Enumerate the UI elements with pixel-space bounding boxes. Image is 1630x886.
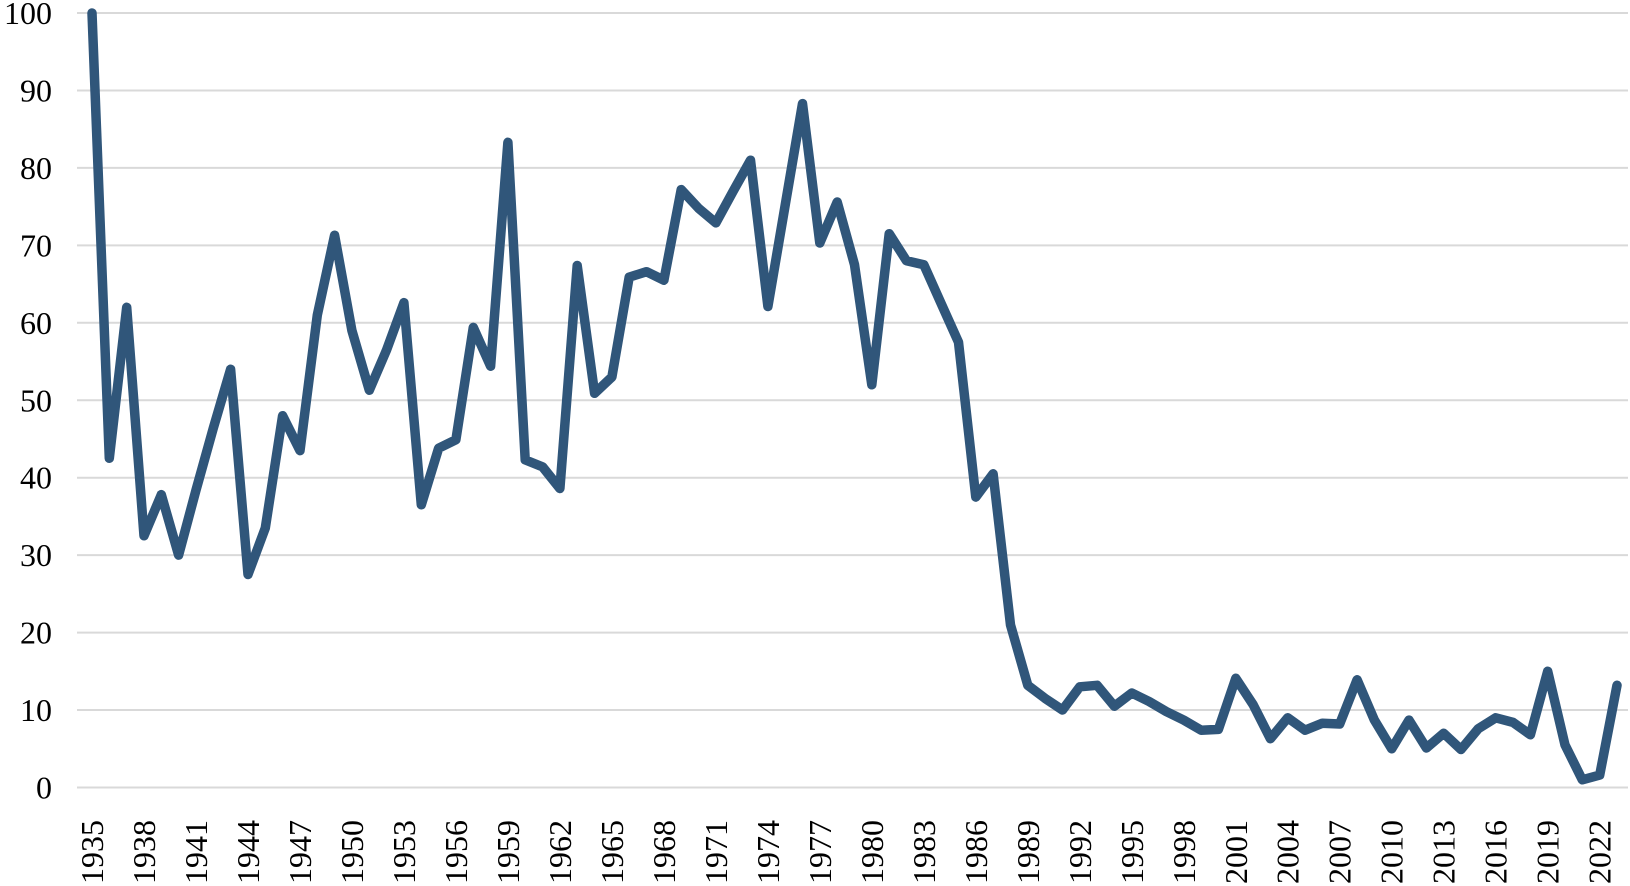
y-tick-label: 20 [20, 615, 52, 651]
x-tick-label: 2022 [1582, 820, 1618, 884]
y-tick-label: 50 [20, 382, 52, 418]
x-tick-label: 1953 [386, 820, 422, 884]
x-tick-label: 2019 [1530, 820, 1566, 884]
x-tick-label: 1962 [542, 820, 578, 884]
x-tick-label: 1938 [126, 820, 162, 884]
series-line [87, 8, 1622, 785]
x-tick-label: 1989 [1010, 820, 1046, 884]
y-tick-label: 40 [20, 460, 52, 496]
x-tick-label: 2016 [1478, 820, 1514, 884]
x-tick-label: 1998 [1166, 820, 1202, 884]
y-tick-label: 10 [20, 692, 52, 728]
y-axis-labels: 0 10 20 30 40 50 60 70 80 90 100 [4, 0, 52, 806]
x-tick-label: 2001 [1218, 820, 1254, 884]
x-tick-label: 1974 [750, 820, 786, 884]
x-tick-label: 1983 [906, 820, 942, 884]
y-tick-label: 60 [20, 305, 52, 341]
x-axis-labels: 1935 1938 1941 1944 1947 1950 1953 1956 1959 1962… [74, 820, 1618, 884]
x-tick-label: 2013 [1426, 820, 1462, 884]
x-tick-label: 1950 [334, 820, 370, 884]
x-tick-label: 2007 [1322, 820, 1358, 884]
x-tick-label: 1941 [178, 820, 214, 884]
x-tick-label: 1959 [490, 820, 526, 884]
x-tick-label: 1992 [1062, 820, 1098, 884]
x-tick-label: 1956 [438, 820, 474, 884]
x-tick-label: 1977 [802, 820, 838, 884]
x-tick-label: 1995 [1114, 820, 1150, 884]
x-tick-label: 2004 [1270, 820, 1306, 884]
y-tick-label: 30 [20, 537, 52, 573]
gridlines [77, 12, 1628, 789]
y-tick-label: 80 [20, 150, 52, 186]
x-tick-label: 1944 [230, 820, 266, 884]
x-tick-label: 2010 [1374, 820, 1410, 884]
y-tick-label: 70 [20, 227, 52, 263]
x-tick-label: 1965 [594, 820, 630, 884]
x-tick-label: 1986 [958, 820, 994, 884]
x-tick-label: 1971 [698, 820, 734, 884]
x-tick-label: 1947 [282, 820, 318, 884]
y-tick-label: 0 [36, 770, 52, 806]
y-tick-label: 100 [4, 0, 52, 31]
x-tick-label: 1935 [74, 820, 110, 884]
y-tick-label: 90 [20, 72, 52, 108]
x-tick-label: 1968 [646, 820, 682, 884]
x-tick-label: 1980 [854, 820, 890, 884]
